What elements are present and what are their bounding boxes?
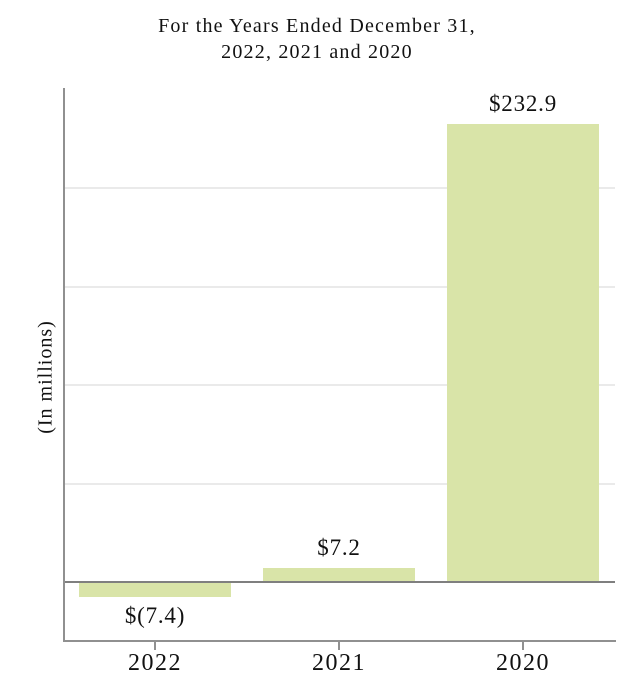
gridline [65, 285, 615, 288]
x-tick [338, 642, 340, 650]
gridline [65, 187, 615, 190]
bar-value-label: $(7.4) [124, 602, 186, 628]
y-axis-label: (In millions) [34, 320, 57, 434]
chart-title-line2: 2022, 2021 and 2020 [221, 41, 413, 63]
bar-2020 [447, 123, 599, 581]
bar-value-label: $7.2 [317, 534, 361, 560]
bar-2022 [79, 582, 231, 597]
x-tick [154, 642, 156, 650]
gridline [65, 482, 615, 485]
chart-title-line1: For the Years Ended December 31, [158, 15, 476, 37]
chart-title: For the Years Ended December 31, 2022, 2… [0, 13, 634, 65]
x-axis-line [63, 640, 616, 642]
zero-line [63, 580, 615, 583]
bar-value-label: $232.9 [488, 90, 558, 116]
x-tick-label: 2020 [496, 650, 550, 676]
gridline [65, 384, 615, 387]
x-tick-label: 2022 [128, 650, 182, 676]
x-tick [522, 642, 524, 650]
y-axis-line [63, 88, 65, 642]
x-tick-label: 2021 [312, 650, 366, 676]
bar-2021 [263, 567, 415, 581]
